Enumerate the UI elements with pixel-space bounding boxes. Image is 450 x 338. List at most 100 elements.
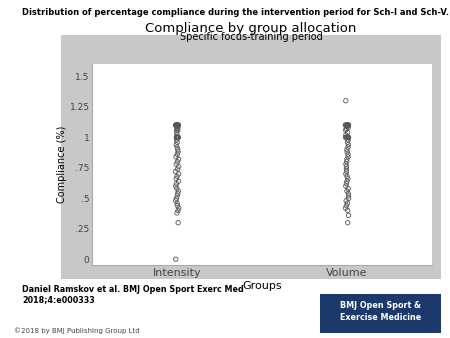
Point (344, 130, 351, 135)
Point (173, 174, 180, 179)
Point (174, 135, 181, 140)
Point (174, 193, 181, 198)
Point (175, 220, 182, 225)
Point (173, 135, 180, 140)
Point (343, 169, 350, 174)
Point (174, 152, 181, 157)
Point (174, 140, 181, 145)
Point (174, 147, 181, 152)
Point (344, 154, 351, 160)
Point (345, 122, 352, 128)
Point (344, 122, 351, 128)
Text: Daniel Ramskov et al. BMJ Open Sport Exerc Med
2018;4:e000333: Daniel Ramskov et al. BMJ Open Sport Exe… (22, 285, 244, 304)
Text: Compliance by group allocation: Compliance by group allocation (145, 23, 356, 35)
Point (172, 198, 180, 203)
Point (343, 178, 351, 184)
Point (174, 122, 181, 128)
Point (343, 122, 351, 128)
Point (175, 206, 182, 211)
Point (343, 149, 351, 155)
Point (345, 137, 352, 143)
Point (173, 124, 180, 129)
Point (343, 135, 351, 140)
X-axis label: Groups: Groups (242, 281, 282, 291)
Point (175, 156, 182, 162)
Point (345, 135, 352, 140)
Point (344, 208, 351, 213)
Point (344, 200, 351, 206)
Point (174, 135, 181, 140)
Point (175, 122, 182, 128)
Point (173, 181, 180, 186)
Point (343, 135, 350, 140)
Point (342, 132, 350, 138)
Point (344, 122, 351, 128)
Point (344, 122, 351, 128)
Point (343, 122, 351, 128)
Point (344, 135, 351, 140)
Point (173, 130, 180, 135)
Point (172, 122, 179, 128)
Point (343, 181, 350, 186)
Point (173, 122, 180, 128)
Point (342, 206, 349, 211)
Point (174, 122, 181, 128)
Point (173, 122, 180, 128)
Point (174, 200, 181, 206)
Point (174, 203, 181, 208)
Point (343, 156, 351, 162)
Point (343, 159, 351, 164)
Point (174, 127, 181, 133)
Point (175, 171, 182, 177)
Point (342, 184, 349, 189)
Point (345, 186, 352, 191)
Point (345, 135, 352, 140)
Y-axis label: Compliance (%): Compliance (%) (57, 126, 67, 203)
Point (175, 135, 182, 140)
Point (342, 98, 349, 103)
Point (343, 188, 351, 194)
Point (343, 147, 351, 152)
Point (173, 127, 180, 133)
Point (342, 127, 349, 133)
Point (343, 124, 351, 129)
Point (174, 159, 181, 164)
Point (174, 144, 181, 150)
Point (173, 126, 180, 131)
Point (173, 162, 180, 167)
Point (172, 122, 180, 128)
Point (343, 126, 350, 131)
Point (173, 135, 180, 140)
Point (343, 166, 350, 172)
Point (342, 122, 349, 128)
Point (175, 122, 182, 128)
Point (173, 186, 180, 191)
Point (173, 135, 180, 140)
Point (344, 152, 351, 157)
Point (345, 196, 352, 201)
Point (172, 184, 179, 189)
Point (345, 122, 352, 128)
Point (175, 188, 182, 194)
Point (344, 220, 351, 225)
Point (345, 191, 352, 196)
Point (342, 135, 349, 140)
Point (174, 166, 181, 172)
Point (345, 142, 352, 147)
Point (172, 122, 180, 128)
Text: BMJ Open Sport &
Exercise Medicine: BMJ Open Sport & Exercise Medicine (340, 301, 421, 322)
Point (174, 208, 181, 213)
Point (342, 162, 350, 167)
Point (173, 142, 180, 147)
Point (344, 140, 351, 145)
Point (345, 213, 352, 218)
Point (174, 191, 181, 196)
Text: Specific focus-training period: Specific focus-training period (180, 31, 322, 42)
Point (175, 135, 182, 140)
Point (342, 198, 350, 203)
Point (344, 122, 351, 128)
Point (173, 122, 180, 128)
Point (344, 135, 351, 140)
Point (345, 122, 352, 128)
Point (173, 132, 180, 138)
